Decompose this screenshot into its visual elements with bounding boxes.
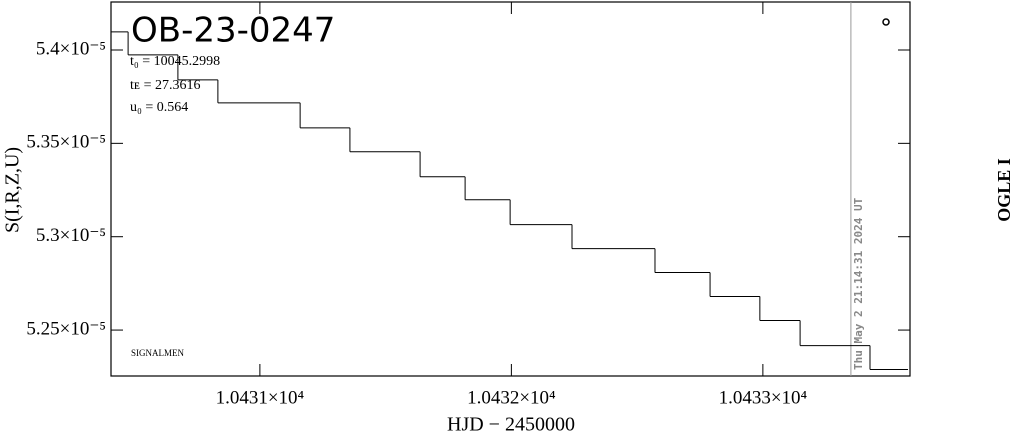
timestamp: Thu May 2 21:14:31 2024 UT [852, 197, 865, 370]
x-tick-label: 1.0433×10⁴ [719, 387, 808, 408]
annotation: t₀ = 10045.2998 [130, 54, 220, 69]
chart-title: OB-23-0247 [131, 11, 335, 51]
annotation: u₀ = 0.564 [130, 100, 188, 115]
marker [882, 18, 890, 26]
x-axis-label: HJD − 2450000 [447, 414, 575, 434]
right-label: OGLE I [994, 158, 1014, 222]
y-tick-label: 5.4×10⁻⁵ [36, 38, 106, 59]
plot-frame [110, 1, 911, 377]
x-tick-label: 1.0431×10⁴ [216, 387, 305, 408]
y-tick-label: 5.35×10⁻⁵ [26, 132, 106, 153]
y-axis-label: S(I,R,Z,U) [2, 147, 24, 233]
x-tick-label: 1.0432×10⁴ [467, 387, 556, 408]
annotation: tᴇ = 27.3616 [130, 78, 201, 93]
corner-label: SIGNALMEN [131, 348, 184, 358]
y-tick-label: 5.25×10⁻⁵ [26, 318, 106, 339]
y-tick-label: 5.3×10⁻⁵ [36, 225, 106, 246]
